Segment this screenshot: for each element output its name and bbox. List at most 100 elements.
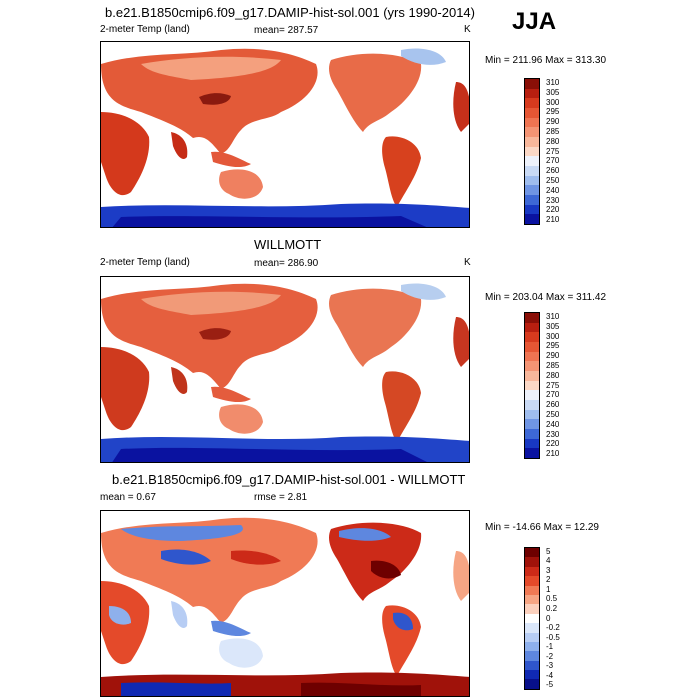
panel2-colorbar-segments <box>525 313 539 458</box>
colorbar-tick-label: 210 <box>546 449 560 459</box>
panel1-colorbar-segments <box>525 79 539 224</box>
colorbar-tick-label: -1 <box>546 642 554 652</box>
colorbar-tick-label: 275 <box>546 146 560 156</box>
colorbar-segment <box>525 557 539 567</box>
colorbar-tick-label: -5 <box>546 680 554 690</box>
colorbar-segment <box>525 419 539 429</box>
colorbar-segment <box>525 594 539 605</box>
colorbar-tick-label: 260 <box>546 400 560 410</box>
colorbar-segment <box>525 576 539 586</box>
colorbar-tick-label: 310 <box>546 77 560 87</box>
colorbar-segment <box>525 117 539 128</box>
colorbar-segment <box>525 641 539 652</box>
panel1-mean-label: mean= 287.57 <box>254 25 319 36</box>
colorbar-segment <box>525 107 539 118</box>
colorbar-segment <box>525 204 539 215</box>
panel2-range: Min = 203.04 Max = 311.42 <box>485 292 607 303</box>
colorbar-tick-label: 240 <box>546 185 560 195</box>
colorbar-segment <box>525 613 539 624</box>
colorbar-segment <box>525 370 539 381</box>
colorbar-segment <box>525 79 539 89</box>
panel1-map <box>100 41 470 228</box>
colorbar-segment <box>525 623 539 633</box>
colorbar-tick-label: -0.2 <box>546 623 560 633</box>
colorbar-segment <box>525 670 539 680</box>
panel1-map-graphic <box>101 42 469 227</box>
colorbar-segment <box>525 146 539 157</box>
colorbar-tick-label: 1 <box>546 584 551 594</box>
colorbar-tick-label: 285 <box>546 126 560 136</box>
colorbar-tick-label: -0.5 <box>546 632 560 642</box>
colorbar-segment <box>525 214 539 224</box>
colorbar-tick-label: 280 <box>546 370 560 380</box>
colorbar-tick-label: 300 <box>546 331 560 341</box>
panel2-units: K <box>464 257 471 268</box>
colorbar-segment <box>525 660 539 671</box>
colorbar-segment <box>525 390 539 400</box>
colorbar-segment <box>525 322 539 333</box>
colorbar-tick-label: 0 <box>546 613 551 623</box>
colorbar-tick-label: -3 <box>546 661 554 671</box>
colorbar-tick-label: 280 <box>546 136 560 146</box>
colorbar-tick-label: 290 <box>546 117 560 127</box>
colorbar-segment <box>525 136 539 147</box>
colorbar-tick-label: 305 <box>546 87 560 97</box>
colorbar-tick-label: 230 <box>546 195 560 205</box>
colorbar-tick-label: 220 <box>546 439 560 449</box>
colorbar-segment <box>525 313 539 323</box>
colorbar-tick-label: 270 <box>546 156 560 166</box>
panel3-title: b.e21.B1850cmip6.f09_g17.DAMIP-hist-sol.… <box>112 472 466 487</box>
colorbar-segment <box>525 548 539 558</box>
colorbar-tick-label: 0.2 <box>546 603 558 613</box>
panel2-mean-label: mean= 286.90 <box>254 258 319 269</box>
colorbar-segment <box>525 194 539 205</box>
colorbar-segment <box>525 409 539 420</box>
colorbar-tick-label: 2 <box>546 575 551 585</box>
panel2-map-graphic <box>101 277 469 462</box>
colorbar-tick-label: 250 <box>546 409 560 419</box>
colorbar-tick-label: 0.5 <box>546 594 558 604</box>
panel1-title: b.e21.B1850cmip6.f09_g17.DAMIP-hist-sol.… <box>105 5 475 20</box>
colorbar-segment <box>525 361 539 371</box>
colorbar-segment <box>525 175 539 186</box>
panel3-colorbar-segments <box>525 548 539 689</box>
panel2-variable-label: 2-meter Temp (land) <box>100 257 190 268</box>
panel2-title: WILLMOTT <box>254 237 322 252</box>
colorbar-tick-label: -4 <box>546 670 554 680</box>
season-label: JJA <box>512 8 557 35</box>
colorbar-segment <box>525 438 539 449</box>
panel1-units: K <box>464 24 471 35</box>
colorbar-tick-label: 290 <box>546 351 560 361</box>
colorbar-tick-label: 250 <box>546 175 560 185</box>
panel1-range: Min = 211.96 Max = 313.30 <box>485 55 607 66</box>
colorbar-tick-label: 270 <box>546 390 560 400</box>
colorbar-segment <box>525 651 539 661</box>
colorbar-tick-label: 305 <box>546 321 560 331</box>
colorbar-tick-label: 210 <box>546 215 560 225</box>
colorbar-tick-label: 300 <box>546 97 560 107</box>
colorbar-tick-label: 285 <box>546 360 560 370</box>
panel1-colorbar <box>524 78 540 225</box>
colorbar-segment <box>525 351 539 362</box>
panel3-rmse-label: rmse = 2.81 <box>254 492 308 503</box>
colorbar-segment <box>525 679 539 689</box>
colorbar-tick-label: 240 <box>546 419 560 429</box>
panel2-colorbar <box>524 312 540 459</box>
colorbar-segment <box>525 165 539 176</box>
panel3-map-graphic <box>101 511 469 696</box>
colorbar-segment <box>525 399 539 410</box>
colorbar-segment <box>525 604 539 614</box>
panel3-map <box>100 510 470 697</box>
colorbar-tick-label: 230 <box>546 429 560 439</box>
colorbar-segment <box>525 88 539 99</box>
colorbar-tick-label: 295 <box>546 341 560 351</box>
colorbar-segment <box>525 380 539 391</box>
colorbar-tick-label: 310 <box>546 311 560 321</box>
panel2-map <box>100 276 470 463</box>
colorbar-segment <box>525 585 539 595</box>
colorbar-tick-label: 5 <box>546 546 551 556</box>
panel3-mean-label: mean = 0.67 <box>100 492 156 503</box>
colorbar-tick-label: 3 <box>546 565 551 575</box>
colorbar-tick-label: 260 <box>546 166 560 176</box>
colorbar-segment <box>525 185 539 195</box>
